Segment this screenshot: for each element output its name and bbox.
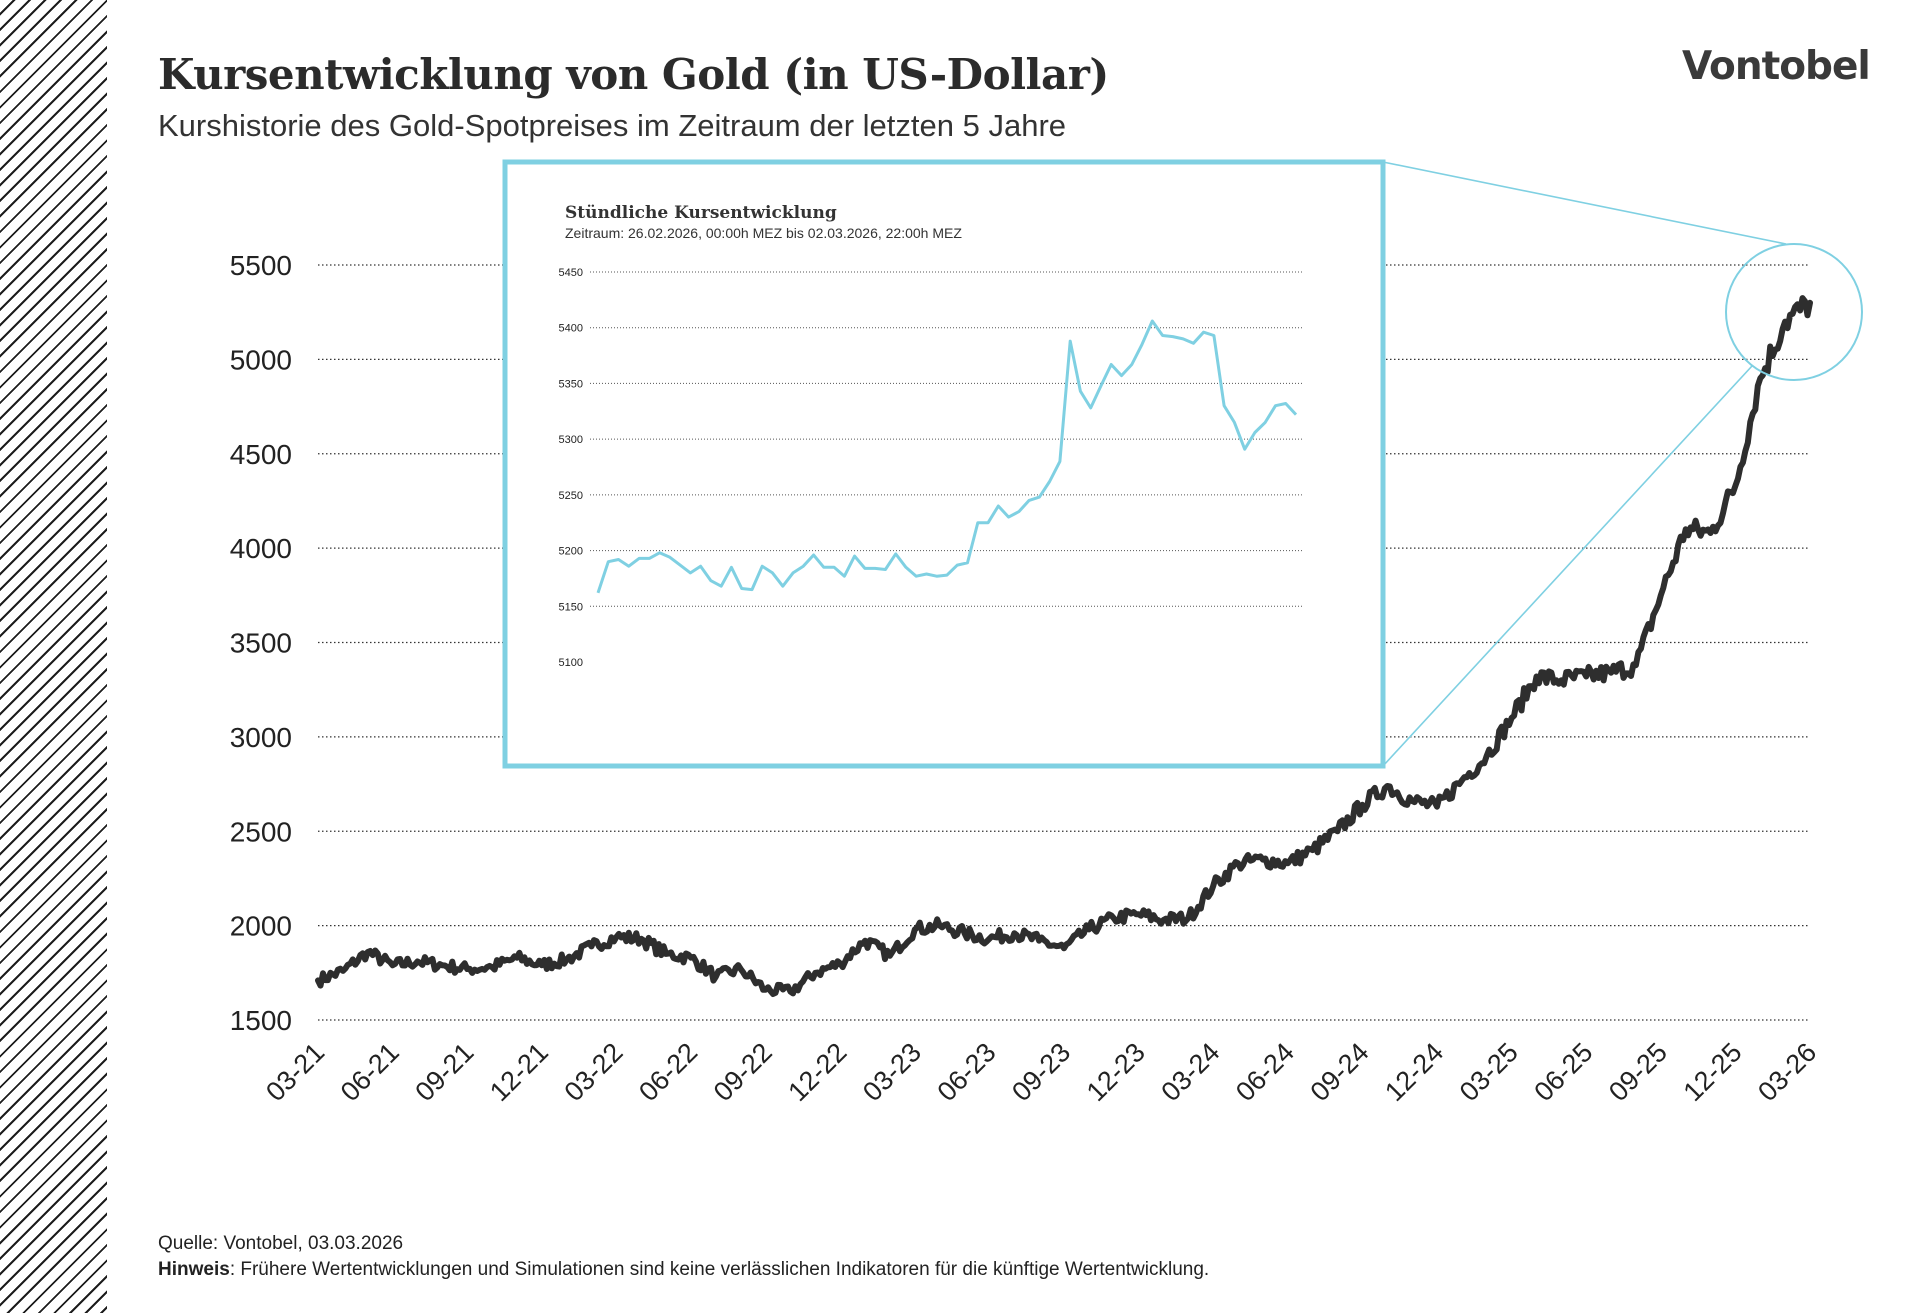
y-tick-label-3500: 3500 bbox=[230, 628, 292, 659]
y-tick-label-2500: 2500 bbox=[230, 816, 292, 847]
inset-frame bbox=[502, 159, 1386, 769]
disclaimer-label: Hinweis bbox=[158, 1259, 230, 1280]
connector-line-top bbox=[1382, 161, 1787, 245]
x-tick-label-12-25: 12-25 bbox=[1678, 1037, 1748, 1107]
x-tick-label-03-23: 03-23 bbox=[857, 1037, 927, 1107]
x-tick-label-03-22: 03-22 bbox=[559, 1037, 629, 1107]
hatched-side-strip bbox=[0, 0, 107, 1313]
x-tick-label-06-21: 06-21 bbox=[335, 1037, 405, 1107]
disclaimer: Hinweis: Frühere Wertentwicklungen und S… bbox=[158, 1257, 1209, 1283]
hourly-price-series-line bbox=[596, 319, 1298, 594]
x-tick-label-12-23: 12-23 bbox=[1081, 1037, 1151, 1107]
y-tick-label-4000: 4000 bbox=[230, 533, 292, 564]
gold-price-series-line bbox=[315, 295, 1813, 997]
inset-chart-title: Stündliche Kursentwicklung bbox=[565, 203, 837, 223]
inset-y-tick-label-5400: 5400 bbox=[559, 323, 583, 335]
zoom-connector-lines bbox=[1382, 161, 1787, 767]
x-tick-label-06-24: 06-24 bbox=[1230, 1037, 1300, 1107]
x-tick-label-09-25: 09-25 bbox=[1603, 1037, 1673, 1107]
inset-chart-panel: Stündliche Kursentwicklung Zeitraum: 26.… bbox=[502, 159, 1386, 769]
vontobel-logo: Vontobel bbox=[1682, 44, 1871, 89]
inset-y-tick-label-5350: 5350 bbox=[559, 378, 583, 390]
y-tick-label-4500: 4500 bbox=[230, 439, 292, 470]
y-tick-label-5500: 5500 bbox=[230, 250, 292, 281]
x-tick-label-09-24: 09-24 bbox=[1305, 1037, 1375, 1107]
y-tick-label-3000: 3000 bbox=[230, 722, 292, 753]
connector-line-bottom bbox=[1382, 365, 1753, 767]
y-tick-label-2000: 2000 bbox=[230, 911, 292, 942]
y-tick-label-5000: 5000 bbox=[230, 344, 292, 375]
inset-y-tick-label-5100: 5100 bbox=[559, 657, 583, 669]
x-tick-label-03-24: 03-24 bbox=[1155, 1037, 1225, 1107]
y-tick-label-1500: 1500 bbox=[230, 1005, 292, 1036]
x-tick-label-09-21: 09-21 bbox=[409, 1037, 479, 1107]
x-tick-label-06-25: 06-25 bbox=[1528, 1037, 1598, 1107]
source-note: Quelle: Vontobel, 03.03.2026 bbox=[158, 1233, 404, 1254]
disclaimer-text: : Frühere Wertentwicklungen und Simulati… bbox=[229, 1259, 1210, 1280]
x-tick-label-12-21: 12-21 bbox=[484, 1037, 554, 1107]
x-tick-label-03-26: 03-26 bbox=[1752, 1037, 1822, 1107]
inset-y-tick-label-5200: 5200 bbox=[559, 546, 583, 558]
main-y-tick-labels: 1500 2000 2500 3000 3500 4000 4500 5000 5500 bbox=[230, 250, 292, 1036]
footer: Quelle: Vontobel, 03.03.2026 Hinweis: Fr… bbox=[158, 1231, 1209, 1283]
inset-y-tick-label-5450: 5450 bbox=[559, 267, 583, 279]
x-tick-label-03-25: 03-25 bbox=[1454, 1037, 1524, 1107]
main-x-tick-labels: 03-21 06-21 09-21 12-21 03-22 06-22 09-22 12-22… bbox=[260, 1037, 1822, 1107]
x-tick-label-12-24: 12-24 bbox=[1379, 1037, 1449, 1107]
x-tick-label-09-22: 09-22 bbox=[708, 1037, 778, 1107]
x-tick-label-12-22: 12-22 bbox=[782, 1037, 852, 1107]
inset-y-tick-label-5150: 5150 bbox=[559, 601, 583, 613]
inset-y-tick-label-5300: 5300 bbox=[559, 434, 583, 446]
chart-title: Kursentwicklung von Gold (in US-Dollar) bbox=[158, 50, 1109, 99]
x-tick-label-06-22: 06-22 bbox=[633, 1037, 703, 1107]
zoom-highlight-circle bbox=[1725, 243, 1863, 381]
x-tick-label-06-23: 06-23 bbox=[932, 1037, 1002, 1107]
chart-subtitle: Kurshistorie des Gold-Spotpreises im Zei… bbox=[158, 108, 1067, 143]
x-tick-label-09-23: 09-23 bbox=[1006, 1037, 1076, 1107]
inset-y-tick-labels: 5100 5150 5200 5250 5300 5350 5400 5450 bbox=[559, 267, 583, 669]
inset-y-tick-label-5250: 5250 bbox=[559, 490, 583, 502]
x-tick-label-03-21: 03-21 bbox=[260, 1037, 330, 1107]
inset-chart-subtitle: Zeitraum: 26.02.2026, 00:00h MEZ bis 02.… bbox=[565, 225, 962, 241]
